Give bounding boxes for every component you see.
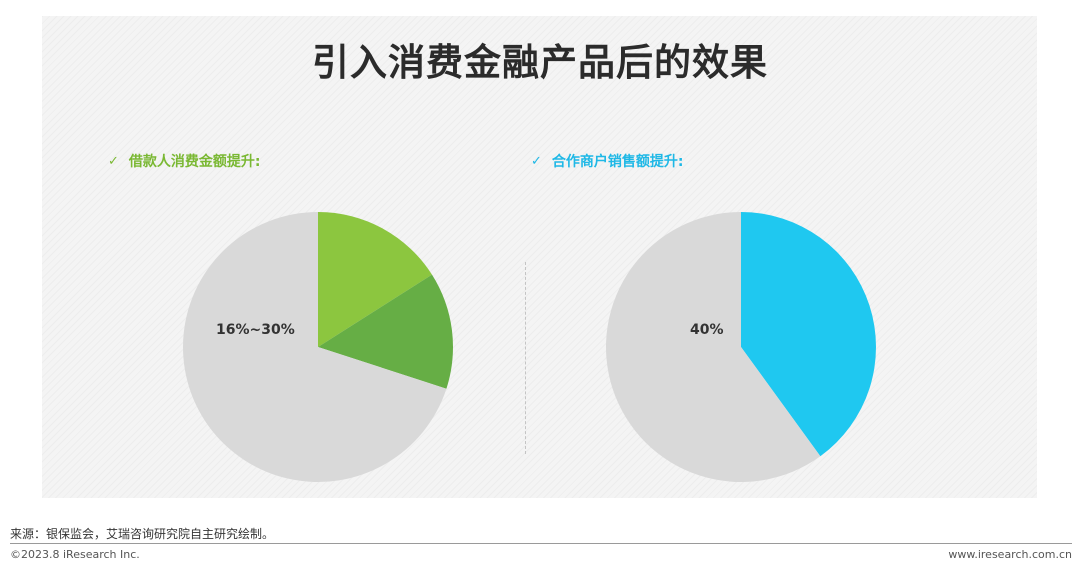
pie-1-slice-3 <box>183 212 447 482</box>
chart-1-heading: ✓ 借款人消费金额提升: <box>108 151 261 171</box>
website-link[interactable]: www.iresearch.com.cn <box>948 548 1072 561</box>
chart-2-heading: ✓ 合作商户销售额提升: <box>531 151 684 171</box>
copyright-text: ©2023.8 iResearch Inc. <box>10 548 140 561</box>
checkmark-icon: ✓ <box>531 153 542 169</box>
pie-2-data-label: 40% <box>690 322 724 338</box>
checkmark-icon: ✓ <box>108 153 119 169</box>
dashed-divider <box>525 262 526 454</box>
page-title: 引入消费金融产品后的效果 <box>312 41 768 84</box>
pie-1-data-label: 16%~30% <box>216 322 295 338</box>
pie-1-slice-1 <box>318 212 432 347</box>
pie-chart-1 <box>183 212 453 482</box>
pie-2-slice-2 <box>605 212 821 483</box>
chart-1-title: 借款人消费金额提升: <box>128 154 261 170</box>
pie-1-slice-2 <box>318 274 453 389</box>
pie-chart-2 <box>605 212 876 483</box>
source-note: 来源：银保监会，艾瑞咨询研究院自主研究绘制。 <box>10 527 275 541</box>
chart-2-title: 合作商户销售额提升: <box>551 154 684 170</box>
footer-divider <box>10 543 1072 544</box>
pie-2-slice-1 <box>741 212 876 457</box>
